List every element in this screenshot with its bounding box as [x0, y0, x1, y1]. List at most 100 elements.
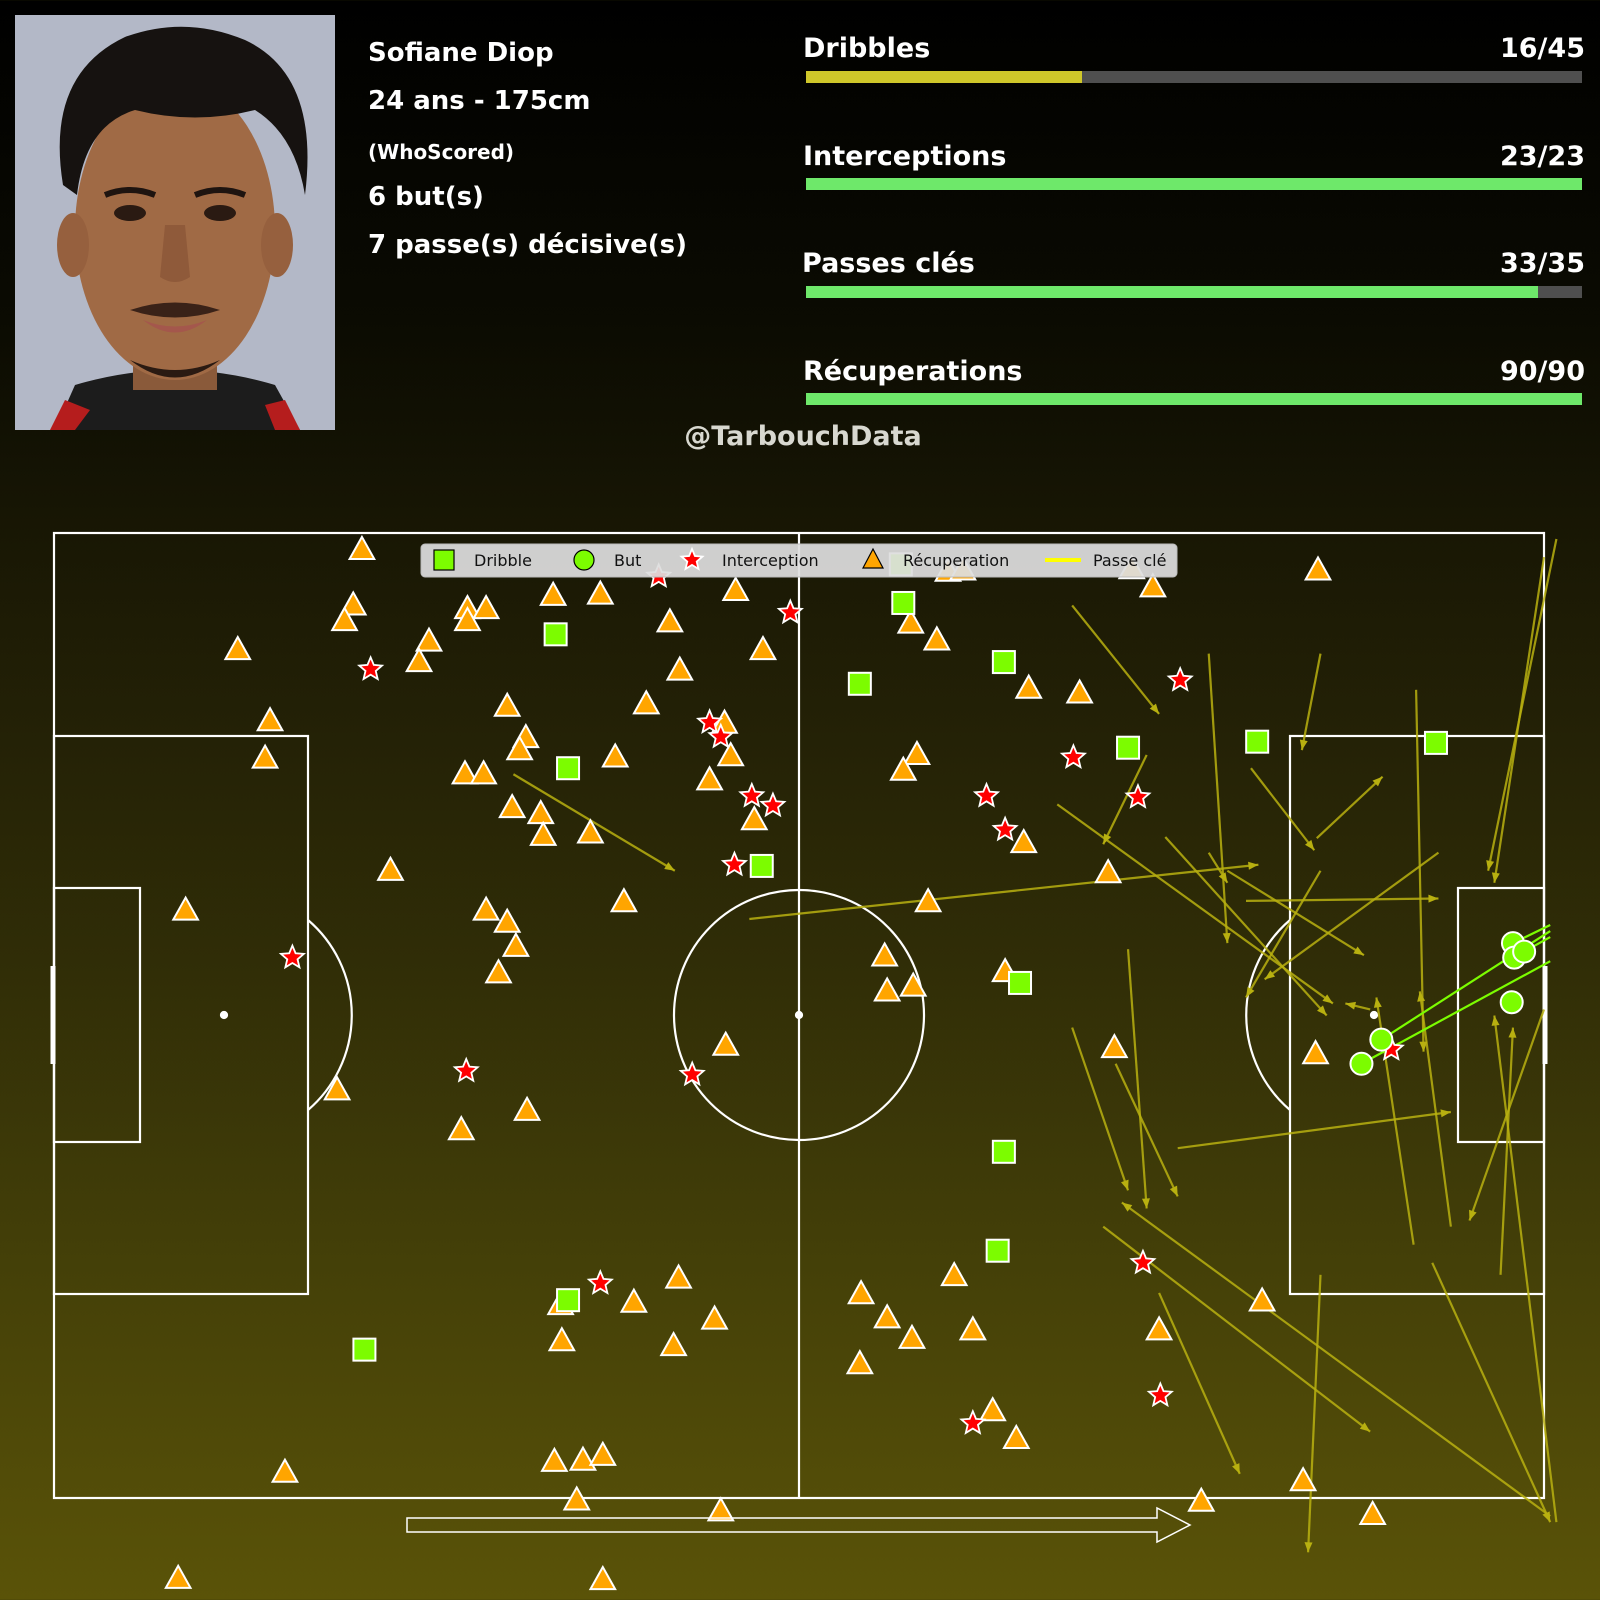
recovery-75	[1248, 1286, 1277, 1312]
recovery-69	[1145, 1315, 1174, 1341]
key-pass-arrowhead-26	[1373, 997, 1382, 1008]
interception-18	[586, 1268, 614, 1295]
stat-key-passes-bar	[806, 286, 1582, 298]
key-pass-arrowhead-0	[1149, 703, 1160, 714]
recovery-38	[526, 799, 555, 825]
stat-recoveries-label: Récuperations	[803, 356, 1023, 387]
recovery-36	[695, 765, 724, 791]
key-pass-14	[749, 863, 1259, 921]
dribble-9	[749, 853, 774, 878]
key-pass-19	[1126, 949, 1148, 1209]
key-pass-arrowhead-27	[1417, 991, 1426, 1002]
key-pass-31	[1468, 1009, 1546, 1221]
recovery-74	[845, 1349, 874, 1375]
key-pass-11	[1245, 897, 1439, 903]
key-pass-16	[1263, 851, 1440, 981]
centre-spot	[794, 1010, 804, 1020]
goal-3	[1499, 990, 1524, 1015]
recovery-48	[472, 895, 501, 921]
key-pass-20	[1071, 1027, 1130, 1191]
key-pass-arrowhead-8	[1372, 776, 1383, 787]
key-pass-arrowhead-10	[1317, 1005, 1327, 1016]
recovery-11	[453, 606, 482, 632]
key-pass-24	[1158, 1292, 1241, 1475]
interception-13	[278, 943, 307, 970]
recovery-7	[586, 579, 615, 605]
stat-interceptions-value: 23/23	[1499, 141, 1585, 172]
key-pass-arrowhead-24	[1232, 1463, 1240, 1474]
recovery-21	[1014, 673, 1043, 699]
key-pass-arrowhead-9	[1322, 994, 1333, 1004]
recovery-44	[1094, 858, 1123, 884]
stat-dribbles-bar-fill	[806, 71, 1083, 83]
dribble-13	[556, 1288, 581, 1313]
recovery-81	[270, 1457, 300, 1483]
key-pass-arrowhead-25	[1359, 1422, 1371, 1432]
key-pass-9	[1056, 803, 1334, 1005]
recovery-71	[958, 1315, 987, 1341]
recovery-30	[716, 741, 745, 767]
recovery-50	[501, 931, 530, 957]
recovery-46	[609, 887, 638, 913]
recovery-35	[469, 759, 498, 785]
interception-9	[972, 781, 1001, 808]
recovery-37	[498, 792, 527, 819]
key-pass-21	[1114, 1063, 1179, 1197]
recovery-22	[1065, 678, 1094, 704]
key-pass-arrowhead-13	[664, 862, 675, 871]
key-pass-arrowhead-7	[1103, 833, 1112, 845]
player-age-height: 24 ans - 175cm	[368, 86, 591, 116]
key-pass-32	[1121, 1201, 1551, 1517]
recoveries-layer	[164, 534, 1387, 1591]
key-pass-10	[1164, 836, 1328, 1017]
legend-marker-3	[862, 547, 884, 569]
recovery-56	[711, 1030, 740, 1056]
legend-marker-0	[433, 549, 455, 571]
key-pass-arrowhead-32	[1121, 1202, 1133, 1212]
dribbles-layer	[352, 552, 1448, 1362]
dribble-5	[556, 756, 581, 781]
recovery-42	[1009, 827, 1038, 854]
player-source: (WhoScored)	[368, 140, 515, 164]
key-pass-29	[1493, 1015, 1558, 1523]
recovery-55	[899, 971, 928, 997]
interception-20	[959, 1408, 987, 1435]
legend-marker-1	[573, 549, 595, 571]
recovery-23	[632, 689, 661, 715]
dribble-6	[1116, 735, 1141, 760]
recovery-64	[847, 1279, 876, 1305]
dribble-3	[991, 650, 1016, 675]
recovery-14	[896, 608, 925, 634]
dribble-10	[1008, 970, 1033, 995]
interception-15	[452, 1056, 480, 1083]
recovery-78	[540, 1446, 569, 1472]
goal-5	[1349, 1051, 1374, 1076]
key-pass-arrowhead-14	[1248, 861, 1259, 870]
recovery-32	[251, 743, 280, 769]
attack-direction-arrow	[406, 1506, 1192, 1544]
stat-recoveries-value: 90/90	[1499, 356, 1585, 387]
recovery-19	[404, 647, 434, 673]
recovery-62	[664, 1263, 693, 1289]
key-pass-arrowhead-30	[1508, 1027, 1517, 1038]
dribble-2	[543, 622, 568, 647]
recovery-16	[414, 626, 444, 652]
legend-label-0: Dribble	[474, 551, 532, 570]
key-pass-30	[1499, 1027, 1515, 1275]
recovery-18	[748, 634, 778, 661]
recovery-85	[706, 1496, 735, 1522]
key-pass-3	[1415, 689, 1425, 1052]
interception-11	[991, 815, 1019, 842]
recovery-13	[655, 607, 684, 633]
recovery-88	[588, 1564, 617, 1591]
legend-label-4: Passe clé	[1093, 551, 1166, 570]
key-pass-arrowhead-23	[1304, 1542, 1313, 1553]
dribble-14	[352, 1337, 377, 1362]
key-pass-6	[1250, 767, 1316, 851]
key-pass-28	[1431, 1262, 1552, 1523]
key-pass-arrowhead-15	[1246, 986, 1255, 998]
chart-legend: Dribble But Interception Récuperation Passe …	[420, 543, 1178, 578]
interception-12	[720, 850, 749, 877]
recovery-59	[323, 1075, 352, 1101]
recovery-12	[330, 606, 359, 632]
